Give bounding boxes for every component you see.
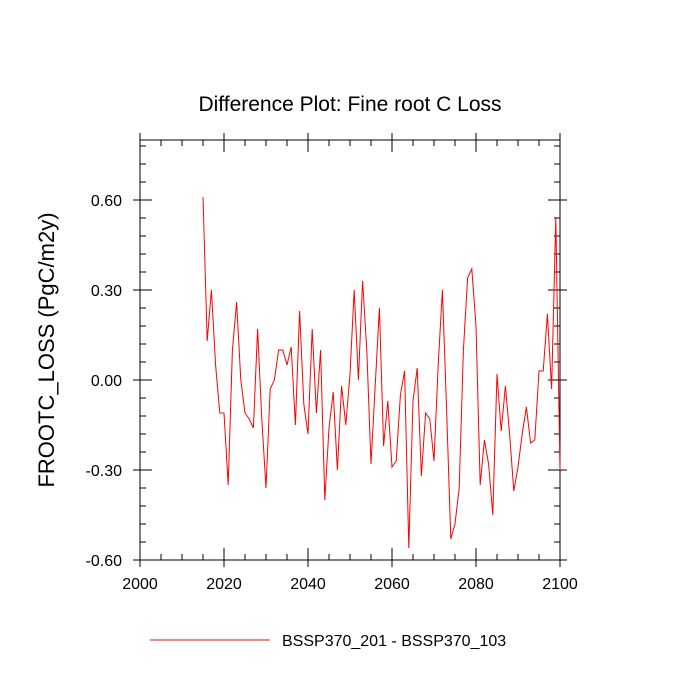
legend: BSSP370_201 - BSSP370_103 xyxy=(150,633,506,650)
series-layer xyxy=(202,196,561,549)
x-tick-label: 2020 xyxy=(206,576,242,593)
x-tick-label: 2100 xyxy=(542,576,578,593)
y-tick-label: 0.30 xyxy=(91,283,122,300)
x-tick-label: 2060 xyxy=(374,576,410,593)
y-tick-label: 0.00 xyxy=(91,373,122,390)
y-tick-label: 0.60 xyxy=(91,193,122,210)
legend-label: BSSP370_201 - BSSP370_103 xyxy=(282,633,506,650)
x-tick-label: 2080 xyxy=(458,576,494,593)
y-tick-label: -0.60 xyxy=(86,553,123,570)
chart-title: Difference Plot: Fine root C Loss xyxy=(198,93,501,116)
y-axis-label: FROOTC_LOSS (PgC/m2y) xyxy=(34,212,59,487)
x-tick-label: 2000 xyxy=(122,576,158,593)
y-tick-label: -0.30 xyxy=(86,463,123,480)
series-line xyxy=(202,196,561,549)
plot-axes: 2000 2020 2040 2060 2080 2100 -0.60 -0.30 0.00 0.… xyxy=(86,133,578,593)
x-tick-label: 2040 xyxy=(290,576,326,593)
